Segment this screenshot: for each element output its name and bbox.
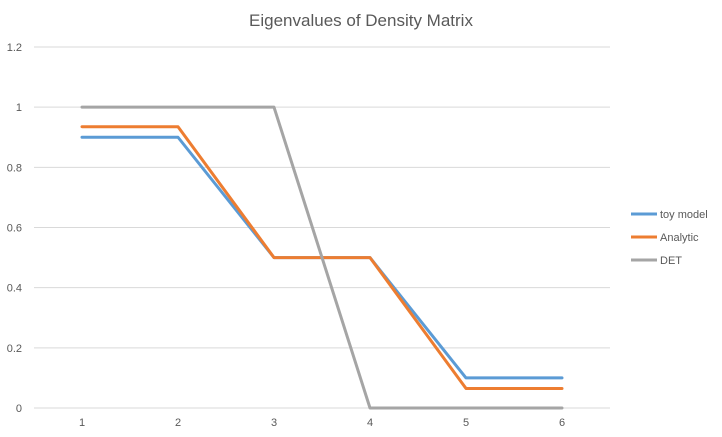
series-lines bbox=[80, 105, 564, 410]
chart-title: Eigenvalues of Density Matrix bbox=[249, 11, 473, 30]
x-tick-label: 2 bbox=[175, 417, 181, 429]
legend-label: Analytic bbox=[660, 232, 699, 244]
x-tick-label: 1 bbox=[79, 417, 85, 429]
legend: toy model Analytic DET bbox=[631, 209, 708, 267]
y-tick-label: 1.2 bbox=[7, 42, 22, 54]
gridlines bbox=[34, 46, 610, 409]
x-axis-tick-labels: 1 2 3 4 5 6 bbox=[79, 417, 565, 429]
y-tick-label: 0.4 bbox=[7, 283, 22, 295]
y-tick-label: 0.2 bbox=[7, 343, 22, 355]
y-axis-tick-labels: 0 0.2 0.4 0.6 0.8 1 1.2 bbox=[7, 42, 22, 415]
y-tick-label: 1 bbox=[16, 102, 22, 114]
legend-label: toy model bbox=[660, 209, 708, 221]
x-tick-label: 3 bbox=[271, 417, 277, 429]
legend-label: DET bbox=[660, 255, 682, 267]
y-tick-label: 0 bbox=[16, 403, 22, 415]
y-tick-label: 0.8 bbox=[7, 162, 22, 174]
series-line-det bbox=[80, 105, 564, 410]
x-tick-label: 6 bbox=[559, 417, 565, 429]
y-tick-label: 0.6 bbox=[7, 223, 22, 235]
x-tick-label: 5 bbox=[463, 417, 469, 429]
x-tick-label: 4 bbox=[367, 417, 373, 429]
